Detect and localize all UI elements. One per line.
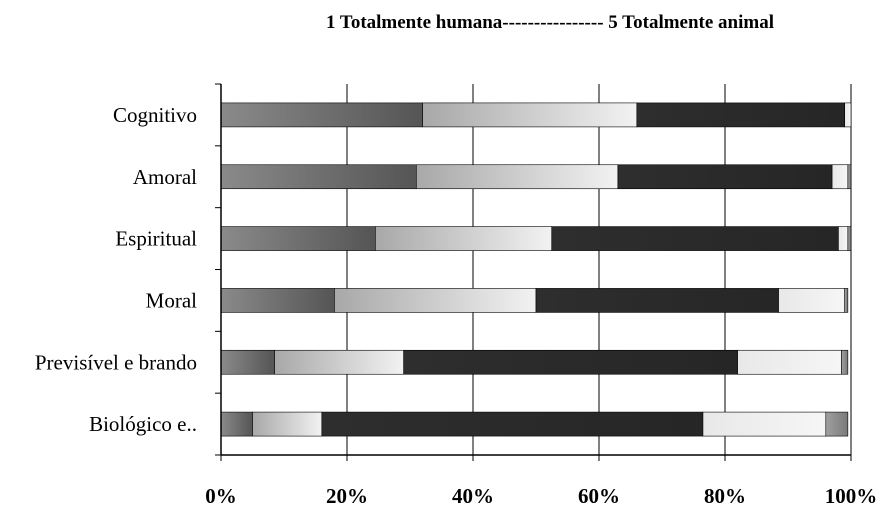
bar-segment xyxy=(220,226,376,251)
bar-segment xyxy=(334,288,537,313)
bar-segment xyxy=(422,102,638,128)
bar-segment xyxy=(551,226,839,251)
x-tick-label: 100% xyxy=(825,484,878,508)
bar-segment xyxy=(617,164,833,190)
gridlines xyxy=(346,84,852,455)
bar-segment xyxy=(321,411,704,437)
bar-segment xyxy=(847,226,852,251)
x-tick-labels: 0% 20% 40% 60% 80% 100% xyxy=(205,484,877,508)
category-label: Previsível e brando xyxy=(35,350,197,374)
bar-segment xyxy=(403,349,738,375)
bar-segment xyxy=(220,102,423,128)
category-label: Moral xyxy=(146,288,197,312)
x-tick-label: 20% xyxy=(326,484,368,508)
axes xyxy=(215,83,852,461)
bar-segment xyxy=(737,349,842,375)
bar-segment xyxy=(841,349,849,375)
bar-segment xyxy=(220,164,417,190)
bar-segment xyxy=(831,164,849,190)
bar-segment xyxy=(844,102,852,128)
bars xyxy=(220,102,852,437)
x-tick-label: 40% xyxy=(452,484,494,508)
bar-segment xyxy=(375,226,553,251)
category-labels: Cognitivo Amoral Espiritual Moral Previsível… xyxy=(35,103,197,436)
bar-segment xyxy=(636,102,845,128)
bar-segment xyxy=(702,411,827,437)
x-tick-label: 0% xyxy=(205,484,237,508)
bar-segment xyxy=(220,288,335,313)
bar-segment xyxy=(220,411,253,437)
category-label: Cognitivo xyxy=(113,103,197,127)
bar-segment xyxy=(220,349,275,375)
chart-title: 1 Totalmente humana---------------- 5 To… xyxy=(326,12,774,33)
x-tick-label: 80% xyxy=(704,484,746,508)
bar-segment xyxy=(825,411,849,437)
bar-segment xyxy=(415,164,619,190)
bar-segment xyxy=(274,349,404,375)
category-label: Espiritual xyxy=(115,227,197,251)
bar-segment xyxy=(847,164,852,190)
bar-segment xyxy=(252,411,323,437)
category-label: Amoral xyxy=(133,165,197,189)
bar-segment xyxy=(778,288,845,313)
bar-segment xyxy=(844,288,849,313)
bar-segment xyxy=(535,288,779,313)
x-tick-label: 60% xyxy=(578,484,620,508)
bar-segment xyxy=(838,226,849,251)
category-label: Biológico e.. xyxy=(89,412,197,436)
